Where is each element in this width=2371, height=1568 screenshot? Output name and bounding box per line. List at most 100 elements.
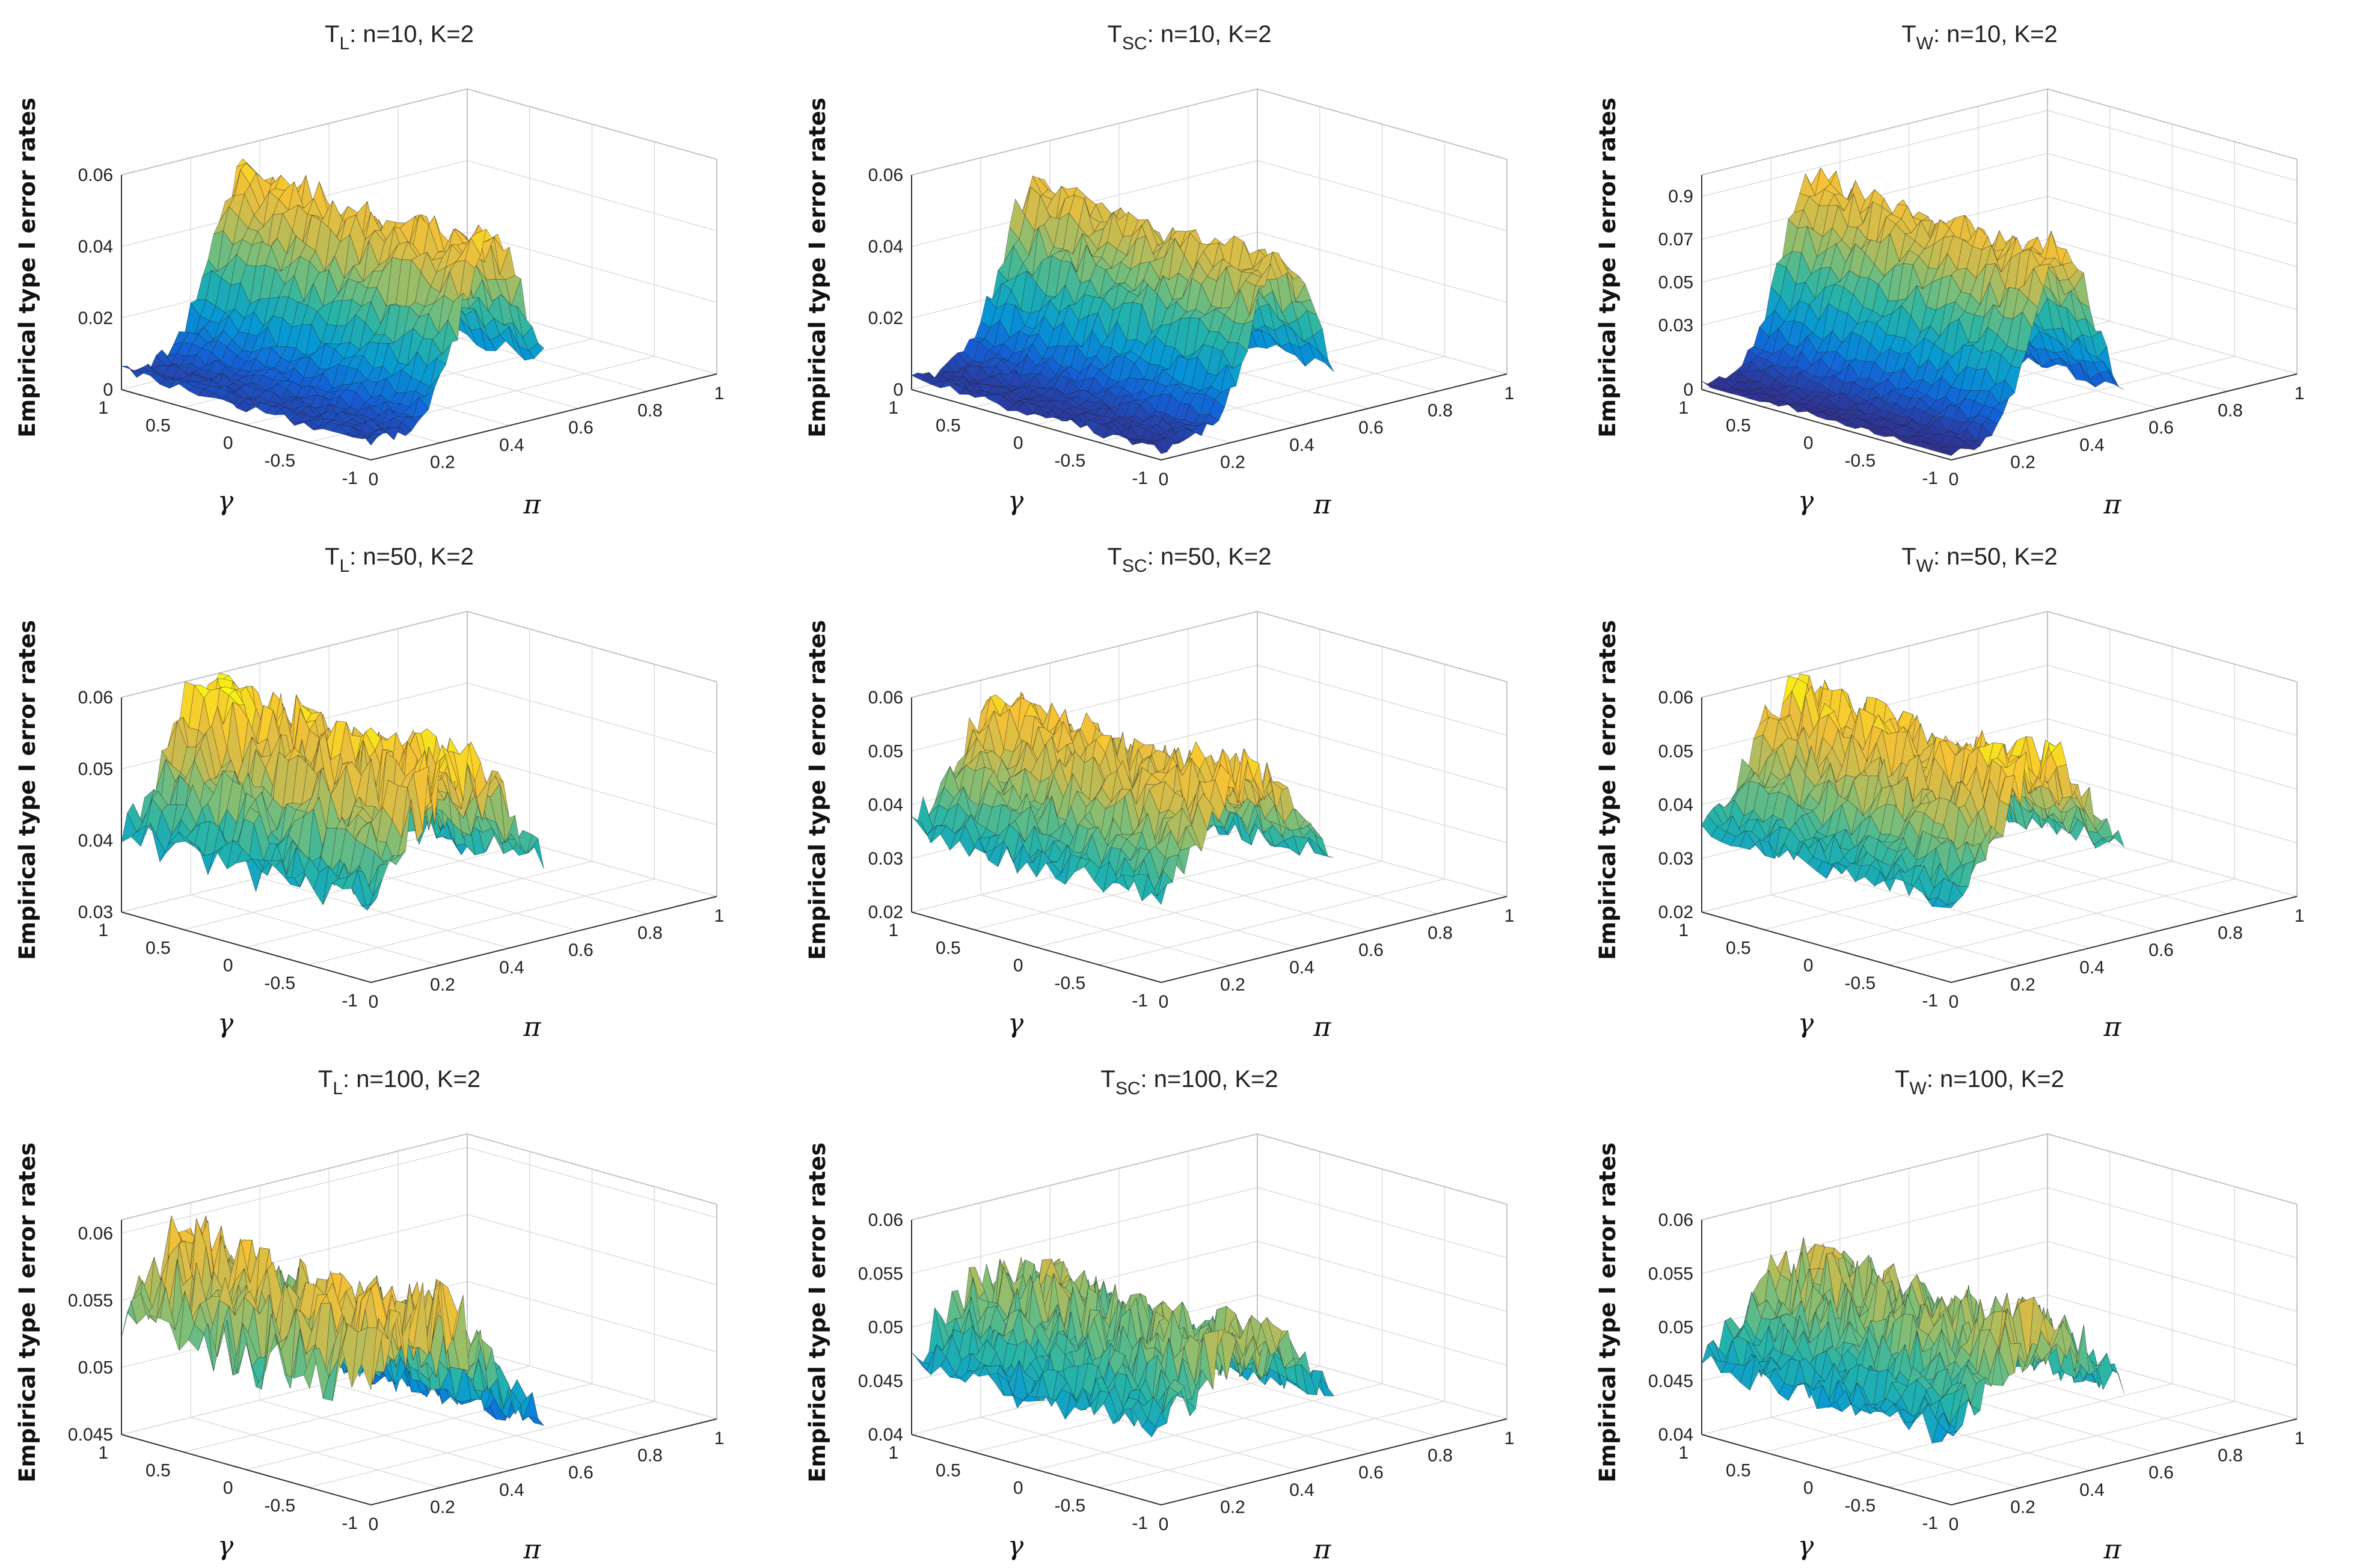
subplot-1: 0 0.02 0.04 0.06 1 0.5 0 -0.5 -1 0 0.2 0.4 0.6 0.8 1 γ π… — [0, 0, 790, 522]
z-tick-label: 0.05 — [1658, 741, 1693, 761]
pi-axis-label: π — [523, 489, 542, 520]
z-tick-label: 0.06 — [868, 688, 903, 708]
pi-tick-label: 0.6 — [1358, 940, 1384, 960]
error-rate-surface — [1701, 673, 2124, 908]
gamma-tick-label: 0 — [223, 956, 233, 976]
z-tick-label: 0.03 — [868, 849, 903, 869]
gamma-tick-label: 1 — [1678, 920, 1689, 940]
box-edge — [911, 611, 1508, 698]
pi-tick-label: 0.8 — [1428, 923, 1453, 943]
floor-axes — [121, 896, 717, 984]
subplot-title: TSC: n=50, K=2 — [1108, 544, 1272, 576]
gamma-tick-label: 1 — [888, 920, 898, 940]
z-tick-label: 0.02 — [868, 902, 903, 922]
grid-line — [911, 88, 1508, 176]
pi-tick-label: 0.2 — [2010, 452, 2035, 472]
z-tick-label: 0.06 — [1658, 688, 1693, 708]
z-tick-label: 0.05 — [78, 759, 113, 779]
error-rate-surface — [911, 175, 1334, 455]
error-rate-surface — [911, 691, 1334, 905]
z-tick-label: 0.04 — [868, 237, 903, 257]
pi-tick-label: 0 — [369, 470, 379, 489]
z-tick-label: 0.04 — [78, 831, 113, 851]
pi-tick-label: 0.8 — [2218, 401, 2243, 421]
pi-tick-label: 0.8 — [637, 401, 663, 421]
grid-line — [1889, 878, 2235, 966]
gamma-tick-label: 0.5 — [936, 415, 961, 435]
z-tick-label: 0.02 — [868, 308, 903, 328]
surface-cell — [1940, 450, 1958, 456]
gamma-tick-label: 0 — [1803, 956, 1814, 976]
pi-tick-label: 0.6 — [568, 418, 594, 438]
pi-tick-label: 0.2 — [430, 452, 455, 472]
gamma-tick-label: -0.5 — [1055, 451, 1086, 471]
pi-tick-label: 0.6 — [1358, 418, 1384, 438]
gamma-tick-label: 0.5 — [146, 415, 171, 435]
gamma-axis-label: γ — [218, 1008, 234, 1039]
z-tick-label: 0.04 — [1658, 795, 1693, 815]
z-tick-label: 0.06 — [78, 165, 113, 185]
pi-axis-label: π — [1313, 1012, 1332, 1043]
grid-line — [911, 160, 1508, 247]
pi-tick-label: 0 — [1159, 992, 1169, 1012]
surface-plot: 00.030.050.070.910.50-0.5-1 00.20.40.60.8… — [1595, 21, 2304, 520]
floor-axes — [1701, 373, 2298, 461]
gamma-tick-label: 0.5 — [936, 938, 961, 958]
gamma-axis-label: γ — [218, 486, 234, 516]
grid-line — [1099, 878, 1445, 966]
gamma-tick-label: -0.5 — [1845, 973, 1876, 993]
gamma-tick-label: 0 — [1013, 956, 1023, 976]
subplot-title: TW: n=10, K=2 — [1901, 21, 2058, 54]
gamma-axis-label: γ — [1798, 486, 1814, 516]
floor-axes — [121, 373, 717, 461]
z-tick-label: 0.03 — [1658, 316, 1693, 335]
floor-axes — [1701, 896, 2298, 984]
pi-tick-label: 0.4 — [2079, 435, 2105, 455]
pi-tick-label: 0.2 — [430, 975, 455, 994]
z-tick-label: 0.04 — [868, 795, 903, 815]
box-edge — [911, 88, 1508, 176]
z-axis-label: Empirical type I error rates — [14, 620, 40, 960]
gamma-axis-label: γ — [1008, 1008, 1024, 1039]
pi-axis-label: π — [2103, 489, 2122, 520]
floor-axes — [911, 373, 1508, 461]
pi-tick-label: 0.2 — [1220, 452, 1245, 472]
pi-tick-label: 0.4 — [499, 435, 524, 455]
gamma-tick-label: -1 — [1132, 991, 1148, 1011]
gamma-tick-label: 0 — [1803, 433, 1814, 453]
z-tick-label: 0.02 — [1658, 902, 1693, 922]
z-axis-label: Empirical type I error rates — [805, 97, 830, 437]
gamma-tick-label: 1 — [98, 398, 108, 418]
pi-tick-label: 0.8 — [1428, 401, 1453, 421]
grid-line — [121, 88, 717, 176]
z-tick-label: 0.06 — [868, 165, 903, 185]
subplot-title: TL: n=10, K=2 — [325, 21, 474, 54]
z-axis-label: Empirical type I error rates — [14, 97, 40, 437]
gamma-tick-label: 0.5 — [146, 938, 171, 958]
surface-cell — [1941, 901, 1957, 908]
pi-tick-label: 0.8 — [637, 923, 663, 943]
z-tick-label: 0.04 — [78, 237, 113, 257]
gamma-tick-label: -1 — [342, 991, 358, 1011]
gamma-tick-label: -1 — [1922, 468, 1938, 488]
gamma-tick-label: 0.5 — [1726, 415, 1751, 435]
subplot-title: TSC: n=10, K=2 — [1108, 21, 1272, 54]
box-edge — [1701, 88, 2298, 176]
pi-axis-label: π — [523, 1012, 542, 1043]
z-tick-label: 0.06 — [78, 688, 113, 708]
z-tick-label: 0.05 — [1658, 273, 1693, 293]
z-tick-label: 0.05 — [868, 741, 903, 761]
error-rate-surface — [121, 672, 544, 911]
grid-line — [1826, 860, 2173, 948]
gamma-axis-label: γ — [1008, 486, 1024, 516]
grid-line — [308, 878, 655, 966]
gamma-tick-label: 0.5 — [1726, 938, 1751, 958]
pi-axis-label: π — [1313, 489, 1332, 520]
z-tick-label: 0.03 — [1658, 849, 1693, 869]
z-axis-label: Empirical type I error rates — [1595, 97, 1621, 437]
subplot-2: 0 0.02 0.04 0.06 1 0.5 0 -0.5 -1 0 0.2 0.4 0.6 0.8 1 γ π… — [790, 0, 1580, 522]
